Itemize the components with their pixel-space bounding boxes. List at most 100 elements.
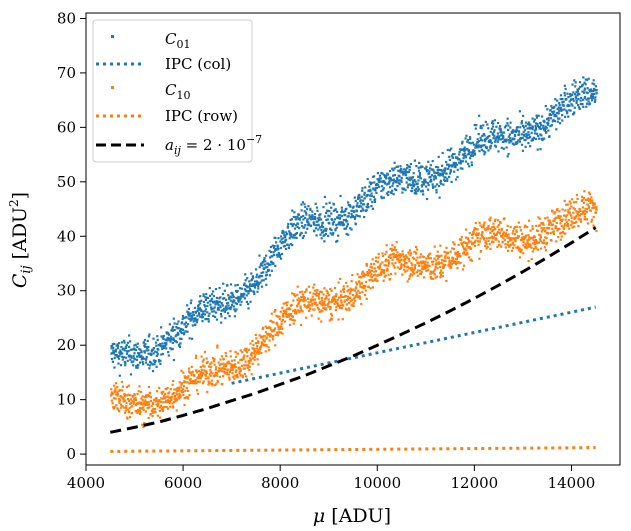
point-c01 bbox=[309, 218, 312, 221]
point-c01 bbox=[397, 181, 400, 184]
point-c10 bbox=[145, 401, 148, 404]
point-c01 bbox=[438, 172, 441, 175]
point-c10 bbox=[360, 286, 363, 289]
point-c01 bbox=[428, 170, 431, 173]
point-c10 bbox=[492, 232, 496, 235]
point-c10 bbox=[449, 250, 452, 253]
point-c01 bbox=[366, 193, 369, 197]
point-c01 bbox=[268, 249, 271, 252]
point-c10 bbox=[205, 357, 208, 360]
point-c01 bbox=[238, 287, 242, 290]
point-c10 bbox=[561, 218, 564, 221]
point-c01 bbox=[224, 317, 227, 320]
point-c10 bbox=[178, 392, 181, 395]
point-c01 bbox=[413, 159, 416, 162]
point-c01 bbox=[484, 145, 487, 148]
point-c01 bbox=[175, 325, 178, 329]
point-c01 bbox=[524, 139, 527, 142]
point-c01 bbox=[285, 238, 288, 241]
point-c10 bbox=[353, 289, 356, 292]
point-c01 bbox=[260, 262, 263, 265]
point-c10 bbox=[466, 251, 469, 254]
point-c01 bbox=[440, 182, 443, 185]
point-c10 bbox=[219, 369, 222, 372]
point-c10 bbox=[410, 269, 413, 272]
point-c01 bbox=[212, 290, 215, 293]
point-c10 bbox=[328, 294, 331, 297]
point-c10 bbox=[288, 323, 292, 326]
point-c01 bbox=[130, 348, 133, 351]
point-c10 bbox=[482, 225, 485, 229]
point-c10 bbox=[434, 265, 437, 268]
point-c01 bbox=[366, 177, 369, 181]
point-c10 bbox=[568, 227, 571, 230]
point-c01 bbox=[376, 183, 380, 186]
point-c10 bbox=[124, 409, 127, 412]
point-c01 bbox=[278, 254, 281, 257]
point-c10 bbox=[196, 377, 199, 380]
point-c10 bbox=[160, 397, 163, 400]
point-c10 bbox=[427, 268, 430, 271]
point-c10 bbox=[228, 376, 231, 379]
point-c01 bbox=[454, 156, 458, 159]
point-c10 bbox=[411, 256, 415, 259]
point-c10 bbox=[245, 349, 248, 352]
point-c01 bbox=[402, 171, 405, 174]
point-c01 bbox=[325, 211, 328, 214]
point-c10 bbox=[214, 371, 217, 374]
point-c10 bbox=[507, 241, 510, 244]
point-c10 bbox=[365, 263, 368, 266]
point-c01 bbox=[412, 180, 415, 183]
point-c10 bbox=[359, 285, 362, 288]
point-c01 bbox=[489, 147, 492, 150]
point-c01 bbox=[132, 360, 135, 363]
point-c10 bbox=[494, 228, 497, 231]
point-c01 bbox=[555, 128, 558, 131]
point-c10 bbox=[282, 315, 285, 318]
point-c10 bbox=[401, 250, 404, 253]
point-c01 bbox=[464, 154, 467, 158]
point-c01 bbox=[202, 294, 205, 297]
point-c01 bbox=[497, 138, 500, 141]
point-c10 bbox=[320, 309, 323, 312]
point-c10 bbox=[134, 404, 137, 407]
point-c01 bbox=[371, 201, 374, 204]
point-c10 bbox=[171, 392, 174, 396]
point-c10 bbox=[521, 236, 524, 239]
point-c10 bbox=[269, 333, 272, 336]
point-c10 bbox=[220, 363, 223, 366]
point-c10 bbox=[248, 365, 251, 368]
point-c10 bbox=[237, 367, 240, 370]
point-c01 bbox=[218, 286, 221, 290]
point-c10 bbox=[248, 361, 251, 365]
point-c01 bbox=[278, 255, 282, 258]
point-c01 bbox=[172, 325, 175, 328]
point-c01 bbox=[519, 137, 522, 140]
point-c10 bbox=[232, 366, 235, 369]
point-c01 bbox=[507, 128, 510, 131]
point-c10 bbox=[315, 291, 318, 294]
point-c10 bbox=[363, 272, 366, 275]
point-c01 bbox=[549, 125, 552, 128]
point-c01 bbox=[244, 279, 247, 282]
point-c01 bbox=[206, 311, 209, 314]
point-c01 bbox=[396, 179, 399, 182]
point-c01 bbox=[564, 87, 567, 91]
point-c10 bbox=[454, 263, 458, 266]
point-c01 bbox=[311, 210, 314, 213]
point-c01 bbox=[358, 204, 361, 208]
point-c01 bbox=[306, 219, 309, 222]
point-c01 bbox=[229, 299, 232, 302]
point-c10 bbox=[461, 243, 464, 246]
point-c01 bbox=[284, 247, 288, 250]
point-c01 bbox=[273, 249, 276, 252]
point-c10 bbox=[548, 220, 552, 223]
point-c01 bbox=[354, 223, 357, 226]
point-c10 bbox=[178, 381, 181, 384]
point-c10 bbox=[178, 386, 181, 389]
point-c01 bbox=[482, 124, 485, 127]
point-c10 bbox=[445, 246, 448, 249]
point-c01 bbox=[496, 132, 499, 135]
point-c10 bbox=[413, 272, 416, 275]
point-c01 bbox=[160, 326, 163, 329]
